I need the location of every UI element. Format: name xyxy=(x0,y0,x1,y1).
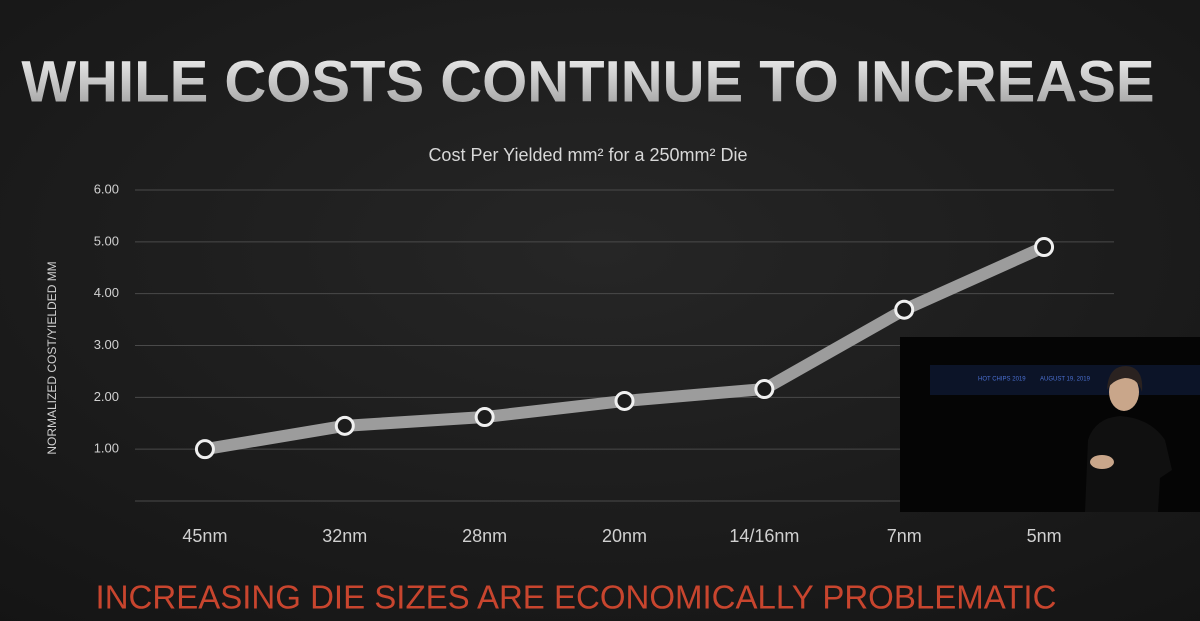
y-tick-label: 5.00 xyxy=(94,233,119,248)
y-tick-label: 2.00 xyxy=(94,389,119,404)
speaker-body xyxy=(1085,416,1172,512)
point xyxy=(754,379,775,400)
point xyxy=(894,299,915,320)
x-tick-label: 7nm xyxy=(887,526,922,546)
inset-caption: AUGUST 19, 2019 xyxy=(1040,377,1091,383)
y-tick-label: 4.00 xyxy=(94,285,119,300)
x-tick-label: 28nm xyxy=(462,526,507,546)
speaker-hair xyxy=(1107,366,1143,392)
point xyxy=(334,415,355,436)
footer: INCREASING DIE SIZES ARE ECONOMICALLY PR… xyxy=(96,579,1057,616)
slide-title: WHILE COSTS CONTINUE TO INCREASE xyxy=(21,49,1154,114)
point xyxy=(1034,237,1055,258)
x-tick-label: 20nm xyxy=(602,526,647,546)
speaker-face xyxy=(1109,373,1139,411)
y-axis-label: NORMALIZED COST/YIELDED MM xyxy=(45,261,59,454)
inset-screen xyxy=(930,365,1200,395)
point xyxy=(474,407,495,428)
point xyxy=(614,390,635,411)
x-tick-label: 5nm xyxy=(1027,526,1062,546)
chart-title: Cost Per Yielded mm² for a 250mm² Die xyxy=(428,145,747,165)
inset-caption: HOT CHIPS 2019 xyxy=(978,377,1026,383)
y-tick-label: 6.00 xyxy=(94,181,119,196)
speaker-inset: HOT CHIPS 2019 AUGUST 19, 2019 xyxy=(900,337,1200,512)
speaker-hands xyxy=(1090,455,1114,469)
point xyxy=(194,439,215,460)
x-tick-label: 45nm xyxy=(182,526,227,546)
y-tick-label: 1.00 xyxy=(94,441,119,456)
x-tick-label: 32nm xyxy=(322,526,367,546)
x-tick-label: 14/16nm xyxy=(729,526,799,546)
y-tick-label: 3.00 xyxy=(94,337,119,352)
